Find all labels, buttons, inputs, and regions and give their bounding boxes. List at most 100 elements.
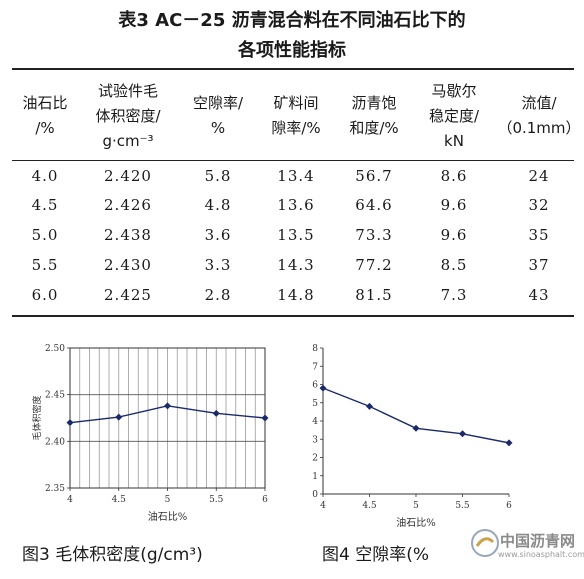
column-header-line: （0.1mm）	[497, 119, 581, 137]
table-cell: 32	[528, 196, 550, 214]
column-header: 试验件毛 体积密度/g·cm⁻³	[78, 75, 178, 157]
table-cell: 4.5	[31, 196, 59, 214]
table-cell: 3.6	[204, 226, 232, 244]
table-cell: 5.5	[31, 256, 59, 274]
y-tick-label: 2.35	[45, 484, 65, 494]
x-tick-label: 5	[165, 495, 171, 505]
table-cell: 4.0	[31, 167, 59, 185]
table-cell: 56.7	[355, 167, 393, 185]
y-tick-label: 6	[312, 381, 318, 391]
table-bottom-rule	[12, 315, 574, 317]
column-header-line: 稳定度/	[428, 106, 480, 125]
table-cell: 37	[528, 256, 550, 274]
table-cell: 2.8	[204, 286, 232, 304]
x-tick-label: 4	[67, 495, 73, 505]
data-point	[66, 419, 74, 427]
table-top-rule	[12, 68, 574, 70]
column-header: 矿料间隙率/%	[256, 75, 336, 157]
y-tick-label: 2	[312, 454, 318, 464]
table-title: 表3 AC－25 沥青混合料在不同油石比下的	[118, 10, 466, 31]
x-tick-label: 5	[413, 501, 419, 511]
column-header-line: %	[210, 119, 226, 137]
x-axis-label: 油石比%	[148, 510, 188, 523]
table-cell: 14.8	[277, 286, 315, 304]
density-chart: 2.35 2.40 2.45 2.50 4 4.5 5 5.5 6 油石比% 毛体积密度	[14, 338, 296, 538]
figure4-caption: 图4 空隙率(%	[322, 545, 430, 565]
table-cell: 2.420	[104, 167, 152, 185]
column-header-line: kN	[444, 131, 464, 150]
table-cell: 4.8	[204, 196, 232, 214]
column-header: 沥青饱和度/%	[336, 75, 412, 157]
y-tick-label: 2.50	[45, 344, 65, 354]
y-tick-label: 7	[312, 362, 318, 372]
data-point	[412, 424, 420, 432]
table-cell: 9.6	[440, 226, 468, 244]
table-cell: 35	[528, 226, 550, 244]
table-cell: 9.6	[440, 196, 468, 214]
data-point	[212, 409, 220, 417]
column-header: 流值/ （0.1mm）	[497, 75, 581, 157]
data-point	[505, 439, 513, 447]
table-cell: 43	[528, 286, 550, 304]
column-header-line: 试验件毛	[97, 81, 158, 100]
y-tick-label: 0	[312, 490, 318, 500]
y-tick-label: 3	[312, 435, 318, 445]
table-header-rule	[12, 160, 574, 161]
table-cell: 6.0	[31, 286, 59, 304]
table-cell: 81.5	[355, 286, 393, 304]
y-tick-label: 2.40	[45, 437, 65, 447]
column-header: 油石比 /%	[10, 75, 80, 157]
data-point	[115, 413, 123, 421]
series-line	[322, 387, 510, 444]
table-cell: 8.5	[440, 256, 468, 274]
table-cell: 2.425	[104, 286, 152, 304]
data-point	[319, 384, 327, 392]
column-header-line: 隙率/%	[271, 119, 321, 137]
column-header-line: 油石比	[22, 94, 68, 112]
figure3-caption: 图3 毛体积密度(g/cm³)	[22, 545, 203, 565]
y-tick-label: 8	[312, 344, 318, 354]
table-cell: 2.426	[104, 196, 152, 214]
x-tick-label: 6	[262, 495, 268, 505]
table-cell: 13.6	[277, 196, 315, 214]
watermark-url: www.sinoasphalt.com	[498, 550, 584, 559]
table-cell: 2.438	[104, 226, 152, 244]
column-header-line: 矿料间	[273, 94, 319, 112]
table-cell: 73.3	[355, 226, 393, 244]
column-header: 马歇尔稳定度/kN	[412, 75, 496, 157]
table-cell: 5.8	[204, 167, 232, 185]
column-header-line: /%	[35, 119, 55, 137]
column-header-line: 沥青饱	[351, 94, 397, 112]
x-tick-label: 5.5	[455, 501, 470, 511]
table-cell: 77.2	[355, 256, 393, 274]
column-header-line: 空隙率/	[192, 94, 244, 112]
y-tick-label: 2.45	[45, 391, 65, 401]
watermark-name: 中国沥青网	[500, 532, 576, 550]
table-cell: 64.6	[355, 196, 393, 214]
x-tick-label: 6	[506, 501, 512, 511]
table-cell: 8.6	[440, 167, 468, 185]
x-axis-label: 油石比%	[396, 516, 436, 529]
table-cell: 24	[528, 167, 550, 185]
table-cell: 2.430	[104, 256, 152, 274]
data-point	[164, 402, 171, 410]
x-tick-label: 4.5	[112, 495, 127, 505]
sinoasphalt-logo-icon	[471, 529, 499, 557]
column-header: 空隙率/%	[178, 75, 258, 157]
y-axis-label: 毛体积密度	[31, 395, 43, 440]
y-tick-label: 4	[312, 417, 318, 427]
x-tick-label: 5.5	[209, 495, 224, 505]
column-header-line: 马歇尔	[431, 81, 477, 100]
y-tick-label: 1	[312, 472, 318, 482]
column-header-line: 和度/%	[349, 119, 399, 137]
data-point	[459, 430, 466, 438]
table-cell: 3.3	[204, 256, 232, 274]
data-point	[366, 402, 373, 410]
y-tick-label: 5	[312, 399, 318, 409]
table-subtitle: 各项性能指标	[238, 40, 346, 61]
column-header-line: g·cm⁻³	[102, 131, 154, 150]
x-tick-label: 4.5	[362, 501, 377, 511]
table-cell: 13.4	[277, 167, 315, 185]
table-cell: 5.0	[31, 226, 59, 244]
